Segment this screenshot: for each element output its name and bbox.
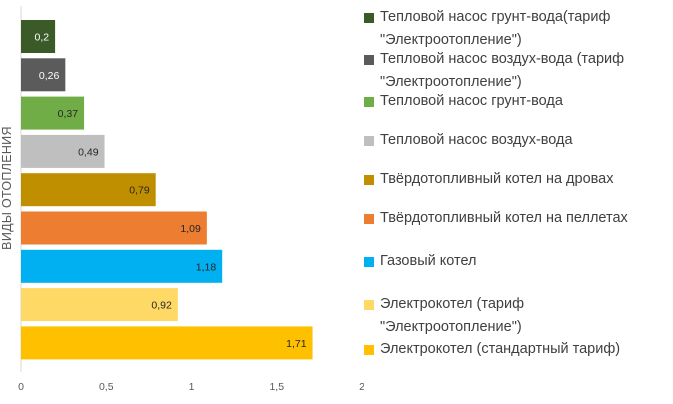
- x-tick-label: 1,5: [269, 381, 284, 393]
- legend-swatch: [364, 136, 374, 146]
- bar: [21, 288, 178, 322]
- bar: [21, 249, 223, 283]
- bar-data-label: 1,18: [196, 261, 217, 273]
- legend-swatch: [364, 13, 374, 23]
- legend-label: Твёрдотопливный котел на пеллетах: [380, 210, 628, 226]
- bar-data-label: 0,2: [34, 32, 49, 44]
- bar: [21, 96, 85, 130]
- legend-swatch: [364, 55, 374, 65]
- legend-label: Тепловой насос грунт-вода: [380, 93, 563, 109]
- legend-swatch: [364, 214, 374, 224]
- bar: [21, 326, 313, 360]
- x-tick-label: 0: [18, 381, 24, 393]
- bar: [21, 58, 66, 92]
- legend-swatch: [364, 257, 374, 267]
- legend-swatch: [364, 97, 374, 107]
- legend-label: Газовый котел: [380, 253, 477, 269]
- legend-label: Твёрдотопливный котел на дровах: [380, 171, 614, 187]
- y-axis-title: ВИДЫ ОТОПЛЕНИЯ: [0, 126, 14, 250]
- x-tick-label: 1: [189, 381, 195, 393]
- bar-data-label: 1,09: [180, 223, 201, 235]
- bar-data-label: 0,92: [151, 300, 172, 312]
- plot-area: 0,2 0,26 0,37 0,49 0,79 1,09 1,18 0,92 1,71 0 0,5…: [18, 6, 364, 393]
- bar: [21, 134, 105, 168]
- legend-label: Электрокотел (стандартный тариф): [380, 341, 621, 357]
- bar-data-label: 1,71: [286, 338, 307, 350]
- bar: [21, 173, 156, 207]
- bar: [21, 211, 207, 245]
- bar: [21, 20, 56, 53]
- x-axis-ticks: 0 0,5 1 1,5 2: [18, 381, 364, 393]
- legend-label: Тепловой насос воздух-вода (тариф "Элект…: [380, 51, 625, 90]
- legend-label: Тепловой насос грунт-вода(тариф "Электро…: [380, 9, 611, 48]
- bar-data-label: 0,26: [39, 70, 60, 82]
- legend-label: Электрокотел (тариф "Электроотопление"): [380, 296, 525, 335]
- x-tick-label: 0,5: [99, 381, 114, 393]
- legend-swatch: [364, 175, 374, 185]
- legend: Тепловой насос грунт-вода(тариф "Электро…: [364, 0, 673, 404]
- x-tick-label: 2: [359, 381, 364, 393]
- bar-data-label: 0,49: [78, 146, 99, 158]
- bar-data-label: 0,79: [129, 185, 150, 197]
- bar-data-label: 0,37: [58, 108, 79, 120]
- legend-swatch: [364, 300, 374, 310]
- legend-swatch: [364, 345, 374, 355]
- legend-label: Тепловой насос воздух-вода: [380, 132, 573, 148]
- bars: 0,2 0,26 0,37 0,49 0,79 1,09 1,18 0,92 1,71: [21, 20, 313, 360]
